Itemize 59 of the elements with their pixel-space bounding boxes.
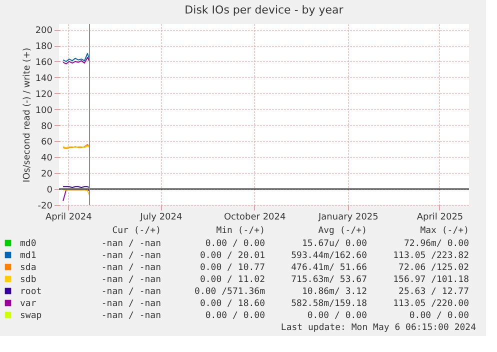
y-tick-label: 100 <box>35 106 53 116</box>
text: -nan / -nan <box>101 263 161 273</box>
text: 593.44m/162.60 <box>291 251 367 261</box>
text: 72.96m/ 0.00 <box>404 239 469 249</box>
y-axis-title: IOs/second read (-) / write (+) <box>22 48 32 182</box>
x-tick-label: January 2025 <box>317 212 378 222</box>
y-tick-label: -20 <box>38 202 53 212</box>
legend-label: sda <box>20 263 36 273</box>
legend-label: md0 <box>20 239 36 249</box>
legend-label: md1 <box>20 251 36 261</box>
text: 0.00 / 20.01 <box>200 251 265 261</box>
text: 0.00 / 10.77 <box>200 263 265 273</box>
x-tick-label: October 2024 <box>224 212 286 222</box>
y-tick-label: 180 <box>35 42 53 52</box>
text: 113.05 /220.00 <box>393 299 469 309</box>
legend-label: root <box>20 287 42 297</box>
text: 10.86m/ 3.12 <box>302 287 367 297</box>
text: -nan / -nan <box>101 299 161 309</box>
y-tick-label: 140 <box>35 74 53 84</box>
text: 0.00 / 0.00 <box>409 311 469 321</box>
text: -nan / -nan <box>101 287 161 297</box>
text: 0.00 / 18.60 <box>200 299 265 309</box>
y-tick-label: 160 <box>35 58 53 68</box>
text: Min (-/+) <box>216 226 265 236</box>
text: 113.05 /223.82 <box>393 251 469 261</box>
legend-label: sdb <box>20 275 36 285</box>
x-tick-label: April 2024 <box>45 212 92 222</box>
legend-label: swap <box>20 311 42 321</box>
text: Avg (-/+) <box>318 226 367 236</box>
text: -nan / -nan <box>101 239 161 249</box>
text: -nan / -nan <box>101 311 161 321</box>
text: 715.63m/ 53.67 <box>291 275 367 285</box>
text: 582.58m/159.18 <box>291 299 367 309</box>
y-tick-label: 120 <box>35 90 53 100</box>
text: Max (-/+) <box>420 226 469 236</box>
text: 0.00 / 11.02 <box>200 275 265 285</box>
text: 156.97 /101.18 <box>393 275 469 285</box>
chart-title: Disk IOs per device - by year <box>184 4 344 16</box>
y-tick-label: 60 <box>41 138 53 148</box>
y-tick-label: 20 <box>41 170 53 180</box>
text: 0.00 / 0.00 <box>205 239 265 249</box>
text: Last update: Mon May 6 06:15:00 2024 <box>280 323 476 333</box>
text: 72.06 /125.02 <box>398 263 469 273</box>
text: 476.41m/ 51.66 <box>291 263 367 273</box>
text: 25.63 / 12.77 <box>398 287 469 297</box>
text: -nan / -nan <box>101 251 161 261</box>
y-tick-label: 80 <box>41 122 53 132</box>
text: 0.00 / 0.00 <box>307 311 367 321</box>
y-tick-label: 40 <box>41 154 53 164</box>
x-tick-label: April 2025 <box>416 212 464 222</box>
y-tick-label: 0 <box>46 186 53 196</box>
x-tick-label: July 2024 <box>139 212 182 222</box>
text: 0.00 / 0.00 <box>205 311 265 321</box>
text: Cur (-/+) <box>112 226 161 236</box>
y-tick-label: 200 <box>35 26 53 36</box>
legend-label: var <box>20 299 37 309</box>
text: 0.00 /571.36m <box>194 287 265 297</box>
text: 15.67u/ 0.00 <box>302 239 367 249</box>
text: -nan / -nan <box>101 275 161 285</box>
